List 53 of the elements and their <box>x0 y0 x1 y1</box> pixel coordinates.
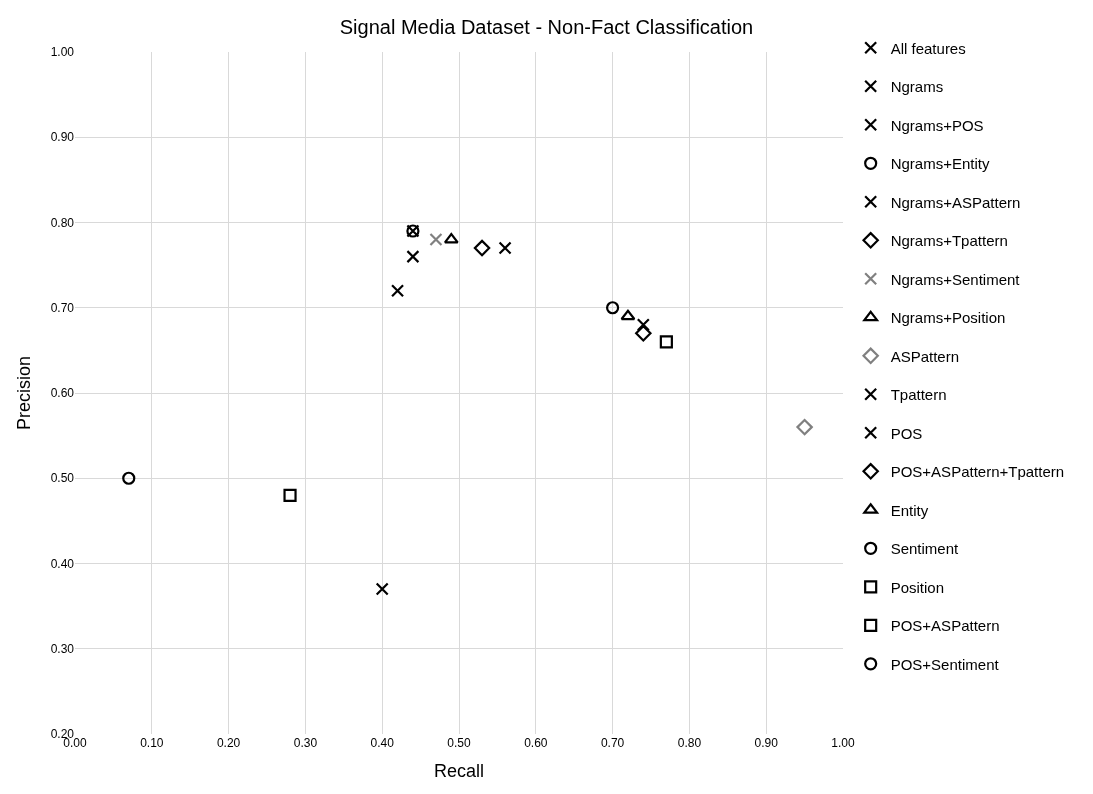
point <box>406 250 420 264</box>
y-tick-label: 0.40 <box>50 556 75 571</box>
chart-title: Signal Media Dataset - Non-Fact Classification <box>339 15 754 38</box>
point <box>636 318 650 332</box>
x-tick-label: 0.10 <box>140 736 164 750</box>
legend-label: ASPattern <box>890 347 960 365</box>
y-tick-label: 0.60 <box>50 386 75 401</box>
point <box>635 325 652 342</box>
point <box>659 335 673 349</box>
point <box>283 488 297 502</box>
legend-label: POS+ASPattern+Tpattern <box>890 463 1065 481</box>
legend-label: Ngrams <box>890 78 944 96</box>
x-tick-label: 0.30 <box>293 736 318 750</box>
x-tick-label: 0.60 <box>524 736 548 750</box>
x-tick-label: 0.40 <box>370 736 395 750</box>
x-tick-label: 0.20 <box>216 736 241 750</box>
x-tick-label: 0.50 <box>447 736 471 750</box>
y-tick-label: 0.30 <box>50 641 75 656</box>
y-tick-label: 0.50 <box>50 471 75 486</box>
legend-label: Ngrams+ASPattern <box>890 193 1021 211</box>
y-tick-label: 1.00 <box>50 45 75 60</box>
legend-label: POS+ASPattern <box>890 617 1000 635</box>
x-tick-label: 0.90 <box>754 736 779 750</box>
point <box>429 232 443 247</box>
point <box>498 241 512 255</box>
point <box>796 418 813 436</box>
legend-label: All features <box>890 39 966 57</box>
legend-label: Position <box>890 578 945 596</box>
legend-label: POS+Sentiment <box>890 655 1000 673</box>
point <box>620 309 636 321</box>
legend-label: Tpattern <box>890 386 947 404</box>
x-tick-label: 0.70 <box>600 736 625 750</box>
legend-label: Ngrams+Position <box>890 309 1006 327</box>
legend-label: Ngrams+POS <box>890 116 984 134</box>
point <box>122 471 136 485</box>
point <box>443 232 459 244</box>
y-tick-label: 0.70 <box>50 300 75 315</box>
point <box>606 301 620 315</box>
legend-label: Sentiment <box>890 540 960 558</box>
legend-label: Ngrams+Sentiment <box>890 270 1021 288</box>
legend-label: Entity <box>890 501 929 519</box>
x-axis-title: Recall <box>433 761 485 782</box>
legend-label: Ngrams+Entity <box>890 155 990 173</box>
x-tick-label: 1.00 <box>831 736 855 750</box>
point <box>375 582 389 596</box>
y-tick-label: 0.80 <box>50 215 75 230</box>
legend-label: POS <box>890 424 923 442</box>
legend-label: Ngrams+Tpattern <box>890 232 1008 250</box>
point <box>473 239 491 257</box>
y-tick-label: 0.90 <box>50 130 75 145</box>
y-axis-title: Precision <box>13 355 34 431</box>
point <box>390 284 405 298</box>
x-tick-label: 0.80 <box>677 736 702 750</box>
